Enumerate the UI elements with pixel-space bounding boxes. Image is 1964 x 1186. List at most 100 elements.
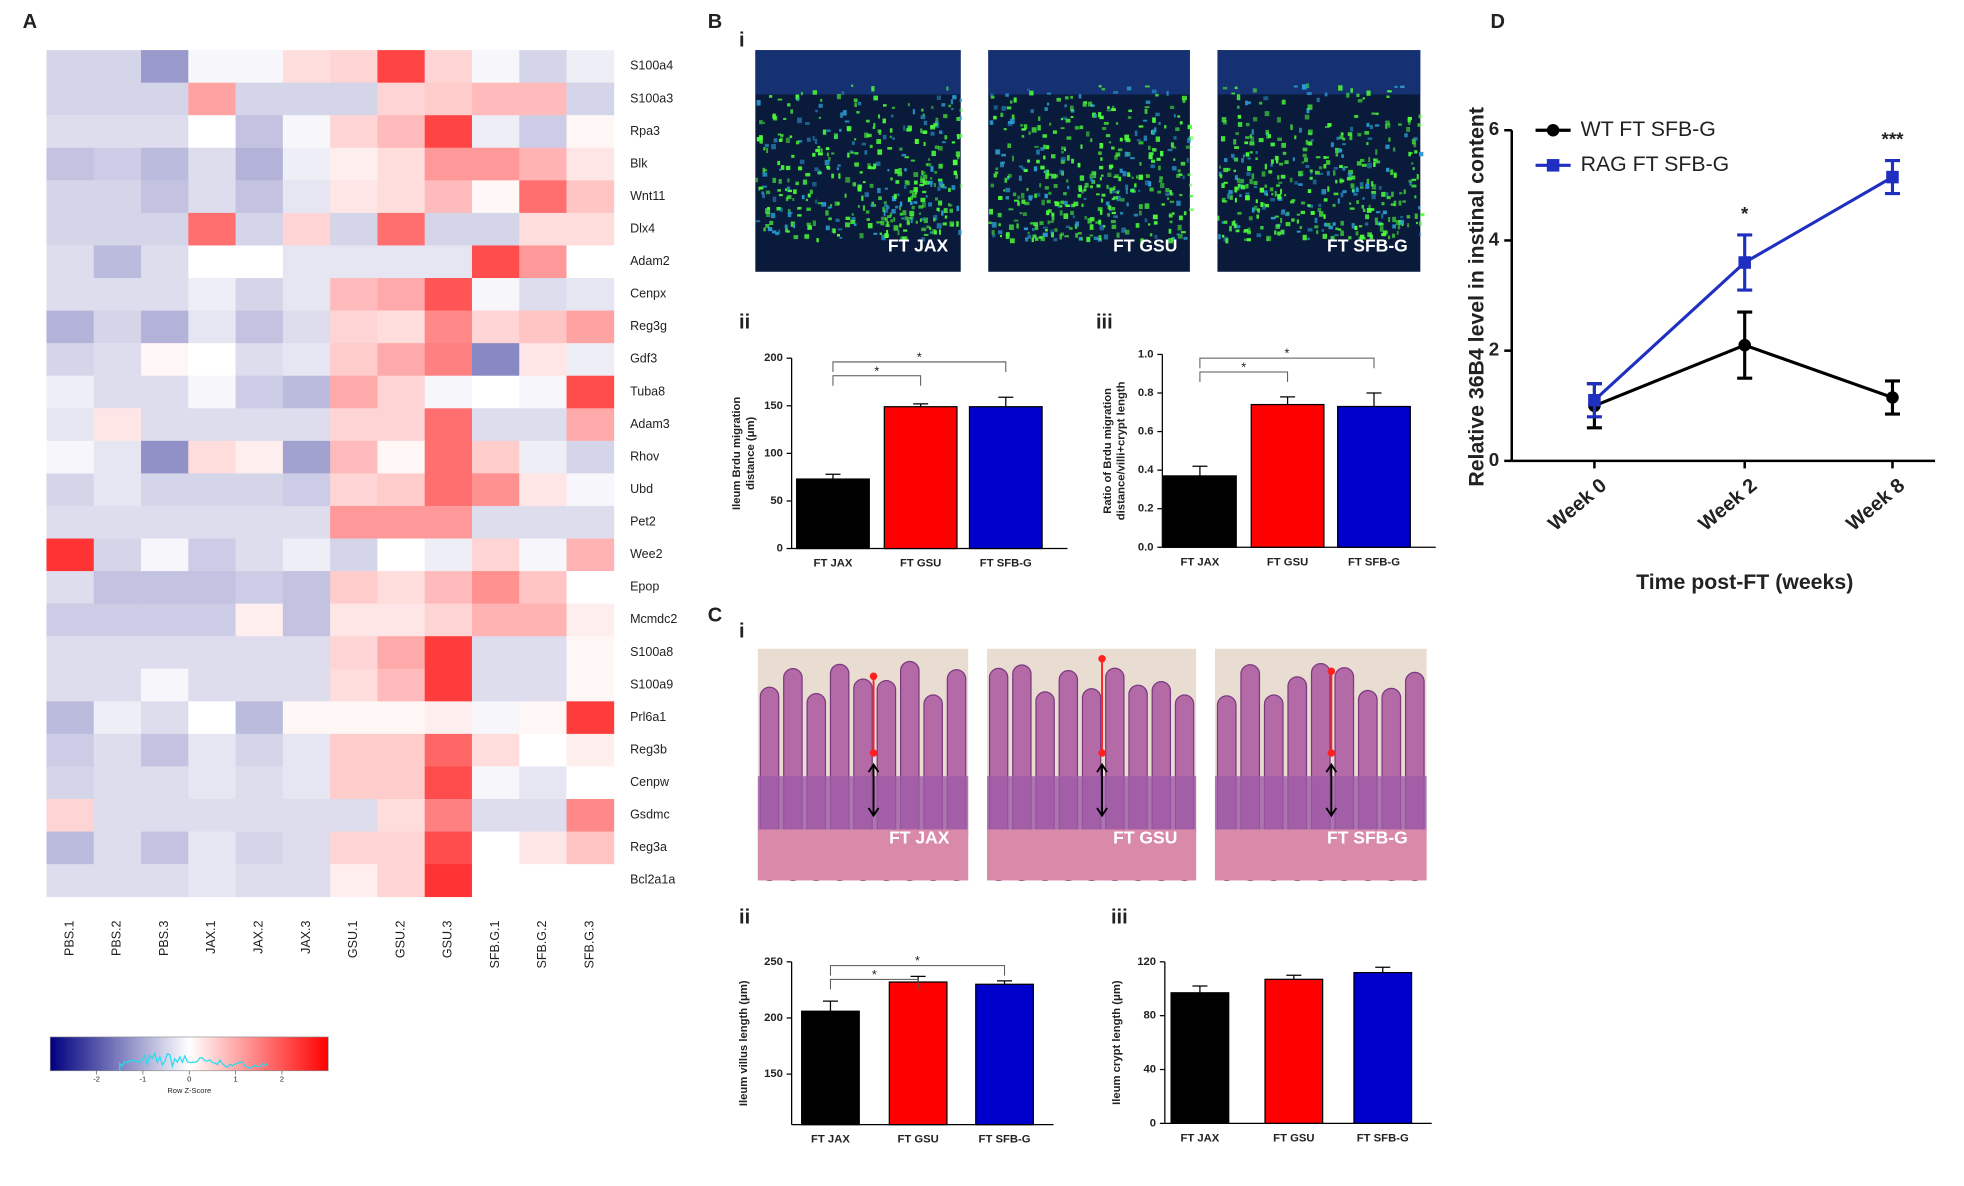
heatmap-cell — [377, 473, 426, 507]
heatmap-cell — [46, 473, 95, 507]
fluorescence-spot — [1148, 145, 1151, 150]
fluorescence-spot — [1251, 207, 1255, 213]
fluorescence-spot — [787, 208, 791, 213]
fluorescence-spot — [930, 183, 933, 188]
fluorescence-spot — [1315, 170, 1320, 175]
x-tick-label: FT JAX — [1181, 1132, 1220, 1144]
fluorescence-spot — [1034, 225, 1039, 230]
fluorescence-spot — [1007, 120, 1013, 127]
heatmap-cell — [282, 408, 331, 442]
fluorescence-spot — [1144, 203, 1150, 209]
heatmap-cell — [46, 799, 95, 832]
fluorescence-spot — [1148, 154, 1153, 160]
fluorescence-spot — [1059, 234, 1062, 240]
heatmap-cell — [93, 375, 142, 409]
heatmap-cell — [471, 603, 520, 637]
fluorescence-spot — [934, 121, 939, 125]
fluorescence-spot — [1234, 197, 1237, 203]
fluorescence-spot — [1029, 222, 1034, 225]
fluorescence-spot — [903, 125, 906, 131]
colorbar-label: Row Z-Score — [167, 1086, 211, 1095]
y-tick-label: 0.4 — [1138, 464, 1154, 476]
fluorescence-spot — [918, 205, 924, 209]
fluorescence-spot — [1253, 117, 1258, 122]
arrow-head — [1096, 762, 1108, 818]
fluorescence-spot — [910, 200, 913, 206]
row-label: Gsdmc — [630, 808, 670, 822]
fluorescence-spot — [1395, 220, 1401, 226]
fluorescence-spot — [1301, 84, 1307, 90]
micrograph-band — [755, 50, 961, 95]
fluorescence-spot — [942, 141, 946, 144]
heatmap-cell — [377, 278, 426, 311]
fluorescence-spot — [1111, 146, 1115, 150]
fluorescence-spot — [1098, 112, 1102, 118]
fluorescence-spot — [1017, 195, 1020, 200]
heatmap-cell — [282, 831, 331, 865]
panel-label: i — [739, 621, 745, 643]
fluorescence-spot — [1063, 192, 1067, 196]
fluorescence-spot — [1099, 209, 1103, 215]
fluorescence-spot — [1182, 98, 1186, 103]
fluorescence-spot — [1387, 123, 1391, 128]
fluorescence-spot — [938, 163, 943, 169]
fluorescence-spot — [941, 103, 946, 107]
fluorescence-spot — [1319, 211, 1324, 217]
fluorescence-spot — [1307, 237, 1310, 241]
fluorescence-spot — [1049, 122, 1052, 126]
fluorescence-spot — [921, 217, 925, 221]
heatmap-cell — [282, 147, 331, 181]
heatmap-cell — [188, 440, 236, 474]
fluorescence-spot — [1081, 203, 1084, 207]
heatmap-cell — [471, 278, 520, 311]
fluorescence-spot — [1227, 193, 1230, 199]
fluorescence-spot — [993, 115, 997, 120]
heatmap-cell — [424, 733, 473, 767]
fluorescence-spot — [877, 149, 883, 155]
fluorescence-spot — [1126, 202, 1129, 207]
fluorescence-spot — [1036, 149, 1040, 155]
fluorescence-spot — [1084, 182, 1089, 188]
fluorescence-spot — [1023, 168, 1028, 173]
fluorescence-spot — [990, 93, 994, 97]
heatmap-cell — [424, 440, 473, 474]
fluorescence-spot — [1181, 95, 1187, 101]
fluorescence-spot — [873, 232, 878, 235]
error-bar — [822, 1000, 838, 1012]
fluorescence-spot — [1086, 236, 1091, 243]
fluorescence-spot — [1158, 121, 1161, 125]
y-axis-label: Ratio of Brdu migration — [1102, 388, 1114, 514]
heatmap-cell — [46, 343, 95, 377]
fluorescence-spot — [1234, 157, 1239, 162]
fluorescence-spot — [1018, 175, 1022, 181]
fluorescence-spot — [773, 138, 778, 143]
heatmap-cell — [377, 571, 426, 605]
heatmap-cell — [282, 212, 331, 246]
heatmap-cell — [471, 538, 520, 572]
fluorescence-spot — [1090, 138, 1093, 143]
fluorescence-spot — [1371, 190, 1377, 194]
fluorescence-spot — [1409, 181, 1412, 186]
fluorescence-spot — [1339, 164, 1343, 169]
fluorescence-spot — [949, 204, 953, 207]
fluorescence-spot — [1075, 233, 1078, 238]
fluorescence-spot — [804, 234, 810, 239]
heatmap-cell — [424, 375, 473, 409]
fluorescence-spot — [1416, 174, 1419, 180]
heatmap-cell — [141, 147, 189, 181]
fluorescence-spot — [1113, 91, 1119, 94]
fluorescence-spot — [1296, 230, 1301, 233]
fluorescence-spot — [847, 152, 850, 158]
fluorescence-spot — [1327, 123, 1332, 127]
fluorescence-spot — [1375, 112, 1379, 115]
fluorescence-spot — [1007, 177, 1010, 180]
fluorescence-spot — [762, 185, 768, 188]
marker — [1738, 256, 1751, 269]
heatmap-cell — [235, 831, 284, 865]
fluorescence-spot — [857, 101, 862, 106]
fluorescence-spot — [1041, 199, 1045, 206]
fluorescence-spot — [1134, 183, 1137, 188]
fluorescence-spot — [1323, 214, 1326, 219]
fluorescence-spot — [825, 225, 830, 231]
fluorescence-spot — [1301, 201, 1306, 205]
